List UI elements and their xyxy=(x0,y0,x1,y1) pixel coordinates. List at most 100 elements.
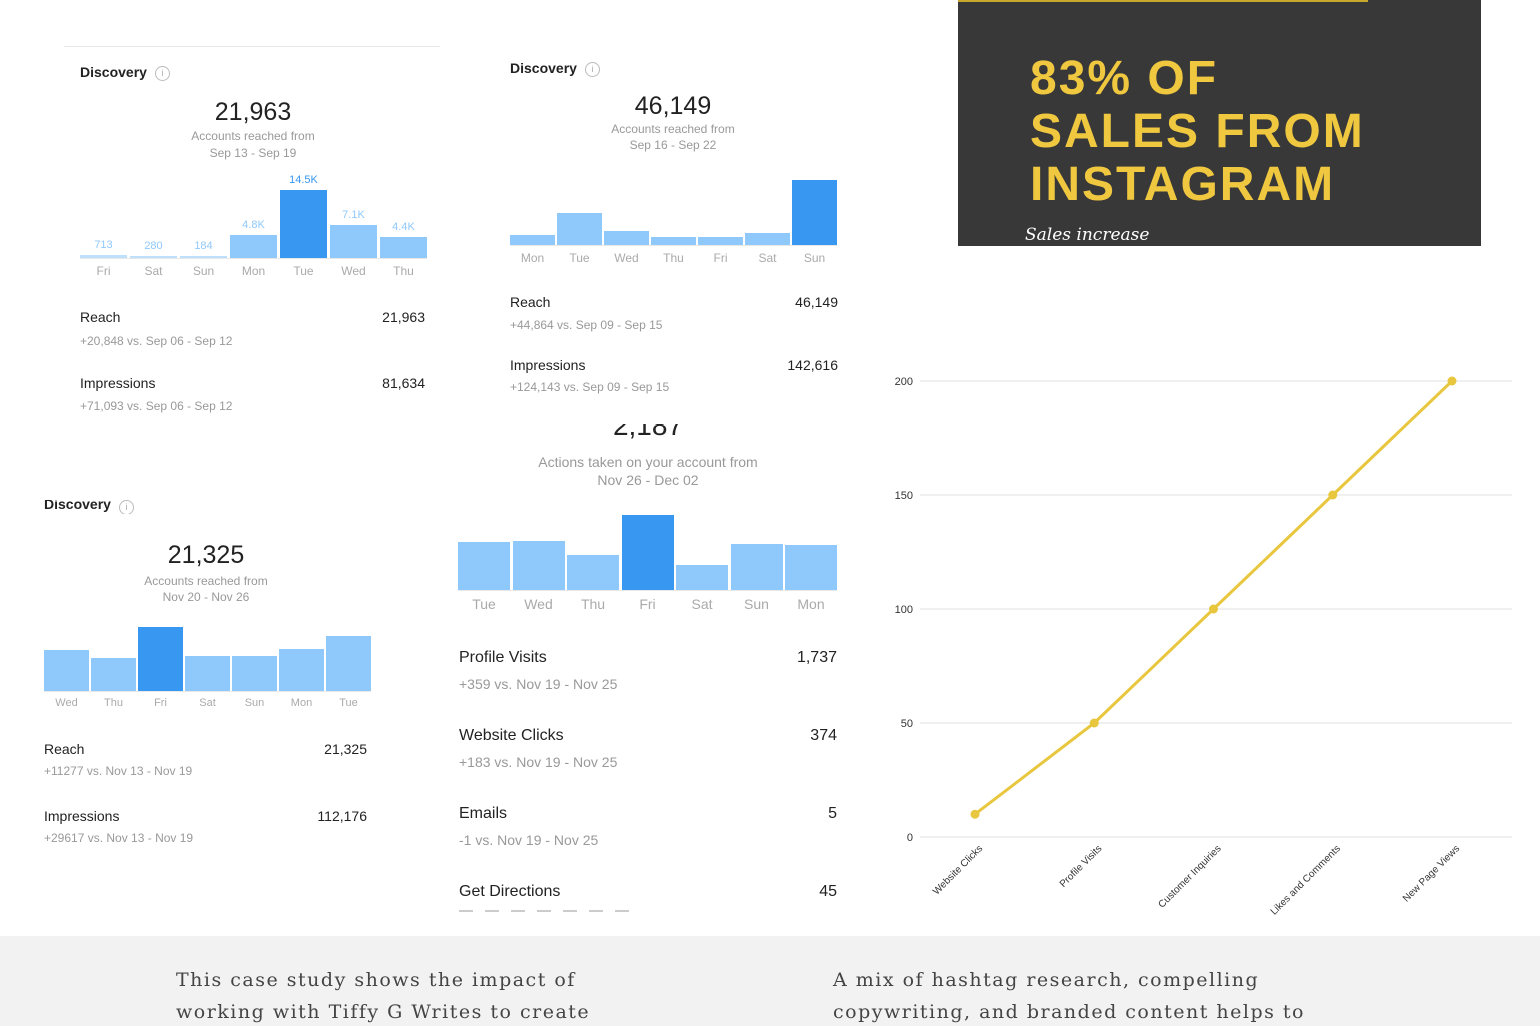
card3-metric-label-reach: Reach xyxy=(44,741,85,757)
x-tick-label: Customer Inquiries xyxy=(1157,843,1224,910)
card3-day-label: Tue xyxy=(339,697,358,709)
card1-metric-value-reach: 21,963 xyxy=(382,309,425,325)
card4-sub-line1: Actions taken on your account from xyxy=(538,454,758,470)
card4-metric-delta-emails: -1 vs. Nov 19 - Nov 25 xyxy=(459,832,599,848)
card1-bar-sat xyxy=(130,256,177,258)
card4-metric-delta-profile-visits: +359 vs. Nov 19 - Nov 25 xyxy=(459,676,618,692)
card3-day-label: Sat xyxy=(199,697,216,709)
card4-day-label: Tue xyxy=(472,596,496,612)
card2-day-label: Sun xyxy=(803,251,826,265)
card2-bar-tue xyxy=(557,212,602,245)
card2-day-label: Fri xyxy=(713,251,728,265)
card1-metric-delta-reach: +20,848 vs. Sep 06 - Sep 12 xyxy=(80,334,233,348)
card2-day-label: Thu xyxy=(663,251,684,265)
card1-chart-baseline xyxy=(80,258,427,259)
card3-bar-sat xyxy=(185,655,230,691)
card1-top-divider xyxy=(64,46,440,47)
card1-day-label: Thu xyxy=(393,264,414,278)
card4-bar-tue xyxy=(458,542,510,590)
card2-chart-baseline xyxy=(510,245,837,246)
card2-header-label: Discovery xyxy=(510,60,577,76)
card3-bar-sun xyxy=(232,656,277,691)
card3-bar-tue xyxy=(326,635,371,691)
card2-day-label: Wed xyxy=(614,251,639,265)
card1-day-label: Tue xyxy=(293,264,314,278)
y-tick-label: 150 xyxy=(895,490,913,502)
card2-metric-delta-impressions: +124,143 vs. Sep 09 - Sep 15 xyxy=(510,380,670,394)
card4-metric-delta-website-clicks: +183 vs. Nov 19 - Nov 25 xyxy=(459,754,618,770)
card2-accounts-reached-number: 46,149 xyxy=(634,92,712,120)
line-chart-svg: 0 50 100 150 200 Website Clicks Profile Visits… xyxy=(895,376,1512,918)
card1-bar-value-label: 713 xyxy=(94,238,113,251)
data-point xyxy=(1089,718,1099,728)
card3-metric-value-impressions: 112,176 xyxy=(317,808,367,824)
card1-day-label: Sun xyxy=(192,264,215,278)
card3-bar-wed xyxy=(44,650,89,691)
card3-sub-line1: Accounts reached from xyxy=(144,574,268,588)
card3-day-label: Fri xyxy=(154,697,167,709)
card2-metric-label-reach: Reach xyxy=(510,294,551,310)
card3-metric-label-impressions: Impressions xyxy=(44,808,120,824)
card3-metric-value-reach: 21,325 xyxy=(324,741,367,757)
footer-right-line1: A mix of hashtag research, compelling xyxy=(833,969,1260,991)
card4-clipped-delta-ticks xyxy=(459,910,629,912)
card2-discovery-header: Discovery i xyxy=(510,60,600,77)
card1-bar-value-label: 4.8K xyxy=(242,219,265,232)
card3-header-label: Discovery xyxy=(44,500,111,512)
card2-metric-delta-reach: +44,864 vs. Sep 09 - Sep 15 xyxy=(510,318,663,332)
card1-metric-value-impressions: 81,634 xyxy=(382,375,425,391)
footer-left-paragraph: This case study shows the impact of work… xyxy=(176,964,590,1028)
card1-accounts-reached-number: 21,963 xyxy=(214,98,292,126)
card2-metric-value-reach: 46,149 xyxy=(795,294,838,310)
card2-day-label: Sat xyxy=(758,251,777,265)
data-point xyxy=(1328,490,1338,500)
card2-day-label: Tue xyxy=(569,251,590,265)
banner-title-line2: SALES FROM xyxy=(1030,105,1365,158)
card4-chart-baseline xyxy=(458,590,837,591)
card1-sub-line1: Accounts reached from xyxy=(191,129,315,143)
card1-bar-value-label: 184 xyxy=(194,240,213,252)
info-icon[interactable]: i xyxy=(584,61,600,77)
card3-day-label: Wed xyxy=(55,697,78,709)
card1-header-label: Discovery xyxy=(80,64,147,80)
card4-big-number-clip: 2,187 xyxy=(548,424,748,442)
info-icon[interactable]: i xyxy=(118,500,134,514)
card3-discovery-header: Discovery i xyxy=(44,500,134,514)
card1-metric-label-impressions: Impressions xyxy=(80,375,156,391)
card1-bar-fri xyxy=(80,254,127,258)
card1-metric-label-reach: Reach xyxy=(80,309,121,325)
footer-left-line1: This case study shows the impact of xyxy=(176,969,576,991)
card3-day-label: Mon xyxy=(290,697,313,709)
card1-day-label: Fri xyxy=(96,264,111,278)
card4-day-label: Thu xyxy=(580,596,606,612)
y-tick-label: 200 xyxy=(895,376,913,388)
card4-metric-label-get-directions: Get Directions xyxy=(459,883,561,900)
card3-day-label: Thu xyxy=(104,697,123,709)
card1-bar-wed xyxy=(330,224,377,258)
card2-metric-label-impressions: Impressions xyxy=(510,357,586,373)
card4-bar-thu xyxy=(567,554,619,590)
card2-metric-value-impressions: 142,616 xyxy=(787,357,838,373)
card1-bar-value-label: 14.5K xyxy=(289,174,318,186)
card3-metric-delta-reach: +11277 vs. Nov 13 - Nov 19 xyxy=(44,764,193,778)
card2-bar-mon xyxy=(510,235,555,245)
card2-bar-thu xyxy=(651,237,696,245)
banner-title: 83% OF SALES FROM INSTAGRAM xyxy=(1030,52,1365,211)
x-tick-label: Website Clicks xyxy=(931,843,985,897)
card4-bar-mon xyxy=(785,545,837,590)
card4-actions-number: 2,187 xyxy=(612,424,684,441)
info-icon[interactable]: i xyxy=(154,65,170,81)
card3-bar-thu xyxy=(91,657,136,691)
card4-metric-value-profile-visits: 1,737 xyxy=(796,649,837,666)
card1-bar-value-label: 280 xyxy=(144,240,163,252)
footer-text-section: This case study shows the impact of work… xyxy=(0,936,1540,1026)
card3-metric-delta-impressions: +29617 vs. Nov 13 - Nov 19 xyxy=(44,831,194,845)
data-point xyxy=(1209,604,1218,614)
card4-bar-sun xyxy=(730,544,783,590)
card1-metric-delta-impressions: +71,093 vs. Sep 06 - Sep 12 xyxy=(80,399,233,413)
card1-bar-value-label: 7.1K xyxy=(342,208,365,221)
card2-sub-line1: Accounts reached from xyxy=(611,122,735,136)
sales-banner: 83% OF SALES FROM INSTAGRAM Sales increa… xyxy=(958,0,1481,246)
card4-metric-label-emails: Emails xyxy=(459,805,508,822)
y-tick-label: 0 xyxy=(907,832,913,844)
